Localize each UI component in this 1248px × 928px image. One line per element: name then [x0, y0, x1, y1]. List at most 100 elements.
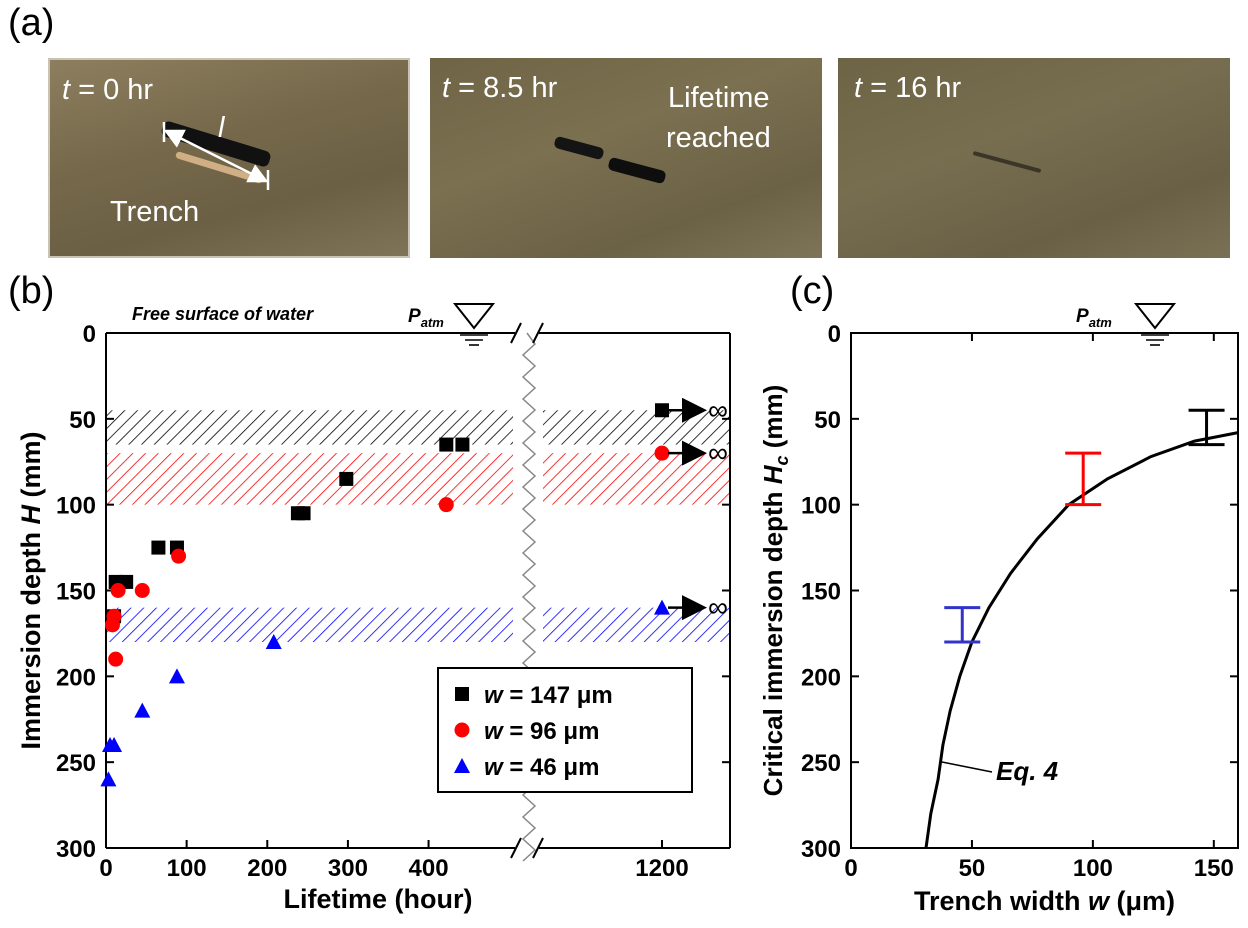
y-axis-title-main: Critical immersion depth	[758, 484, 788, 796]
time-value: = 0 hr	[70, 74, 154, 106]
infinity-symbol-s1: ∞	[708, 437, 728, 468]
y-tick-label: 0	[83, 321, 96, 348]
photo-t0: t = 0 hr l Trench	[48, 58, 410, 258]
time-value: = 8.5 hr	[450, 72, 558, 104]
legend-var-0: w	[484, 682, 504, 709]
x-axis-title-main: Trench width	[914, 886, 1088, 916]
legend-box	[437, 667, 693, 793]
x-tick-label: 100	[167, 855, 207, 882]
hatched-band-0-0	[106, 410, 730, 445]
data-point-s2-5	[265, 634, 282, 649]
eq4-curve	[924, 431, 1239, 849]
data-point-s1-6	[438, 497, 454, 513]
infinity-symbol-s0: ∞	[708, 394, 728, 425]
x-tick-label: 200	[247, 855, 287, 882]
x-tick-label: 150	[1194, 855, 1234, 882]
y-tick-label: 50	[814, 407, 841, 434]
legend-value-1: = 96 μm	[503, 718, 600, 745]
patm-main: P	[408, 306, 421, 327]
legend-label-2: w = 46 μm	[484, 754, 599, 781]
water-level-triangle	[1133, 303, 1177, 330]
photo-t0-time: t = 0 hr	[62, 74, 153, 107]
x-tick-label: 0	[844, 855, 857, 882]
data-point-s1-4	[134, 583, 150, 598]
data-point-s0-7	[339, 471, 354, 486]
y-tick-label: 0	[828, 321, 841, 348]
legend-marker-2	[454, 758, 470, 773]
length-label: l	[218, 112, 224, 145]
y-tick-label: 100	[801, 493, 841, 520]
x-axis-title-unit: (μm)	[1109, 886, 1175, 916]
x-tick-label: 100	[1073, 855, 1113, 882]
break-mark-1a	[510, 837, 522, 859]
patm-main: P	[1076, 306, 1089, 327]
data-point-s1-3	[110, 583, 126, 598]
x-tick-label: 0	[99, 855, 112, 882]
free-surface-label: Free surface of water	[132, 304, 314, 324]
data-point-s0-9	[455, 437, 470, 452]
y-axis-title-var: H	[16, 504, 46, 524]
x-axis-title: Lifetime (hour)	[284, 884, 473, 914]
data-point-s1-1	[106, 608, 122, 624]
x-tick-label: 50	[959, 855, 986, 882]
y-axis-title-main: Immersion depth	[16, 524, 46, 749]
y-axis-title-var: H	[758, 464, 788, 484]
infinity-symbol-s2: ∞	[708, 592, 728, 623]
x-tick-label: 1200	[635, 855, 688, 882]
legend-label-1: w = 96 μm	[484, 718, 599, 745]
hatched-band-1-0	[106, 453, 730, 505]
data-point-s2-0	[100, 771, 117, 787]
y-axis-title-sub: c	[772, 455, 792, 465]
panel-c-label: (c)	[790, 270, 835, 312]
time-var: t	[62, 74, 71, 106]
infinite-point-s1-0	[654, 445, 670, 461]
panel-a-label: (a)	[8, 2, 55, 44]
y-tick-label: 300	[56, 836, 96, 863]
patm-sub: atm	[1089, 315, 1113, 330]
x-tick-label: 400	[409, 855, 449, 882]
time-var: t	[442, 72, 451, 104]
break-mark-0a	[510, 322, 522, 344]
y-tick-label: 150	[56, 579, 96, 606]
y-tick-label: 150	[801, 579, 841, 606]
legend-marker-1	[454, 722, 470, 738]
y-tick-label: 50	[69, 407, 96, 434]
legend-var-1: w	[484, 718, 504, 745]
legend-var-2: w	[484, 754, 504, 781]
patm-label: Patm	[1076, 306, 1112, 330]
data-point-s0-8	[439, 437, 454, 452]
break-mark-0b	[532, 322, 544, 344]
y-tick-label: 100	[56, 493, 96, 520]
data-point-s2-4	[168, 668, 185, 684]
data-point-s0-3	[151, 540, 166, 555]
y-tick-label: 200	[56, 664, 96, 691]
legend-marker-0	[455, 687, 469, 701]
y-tick-label: 250	[801, 750, 841, 777]
y-axis-title-unit: (mm)	[758, 385, 788, 456]
x-tick-label: 300	[328, 855, 368, 882]
y-axis-title: Critical immersion depth Hc (mm)	[758, 385, 792, 797]
infinite-point-s2-0	[654, 599, 670, 615]
y-tick-label: 300	[801, 836, 841, 863]
data-point-s1-2	[108, 651, 124, 667]
water-level-triangle	[452, 303, 496, 330]
x-axis-title: Trench width w (μm)	[914, 886, 1175, 916]
data-point-s0-6	[296, 506, 311, 521]
time-value: = 16 hr	[862, 72, 962, 104]
length-var: l	[218, 112, 225, 144]
legend-value-0: = 147 μm	[503, 682, 613, 709]
patm-label: Patm	[408, 306, 444, 330]
length-arrow	[162, 122, 270, 190]
break-mark-1b	[532, 837, 544, 859]
data-point-s2-3	[134, 702, 151, 718]
patm-sub: atm	[421, 315, 445, 330]
y-tick-label: 250	[56, 750, 96, 777]
y-tick-label: 200	[801, 664, 841, 691]
eq4-label: Eq. 4	[996, 756, 1059, 786]
photo-t85: t = 8.5 hr Lifetime reached	[430, 58, 822, 258]
time-var: t	[854, 72, 863, 104]
x-axis-title-var: w	[1088, 886, 1111, 916]
